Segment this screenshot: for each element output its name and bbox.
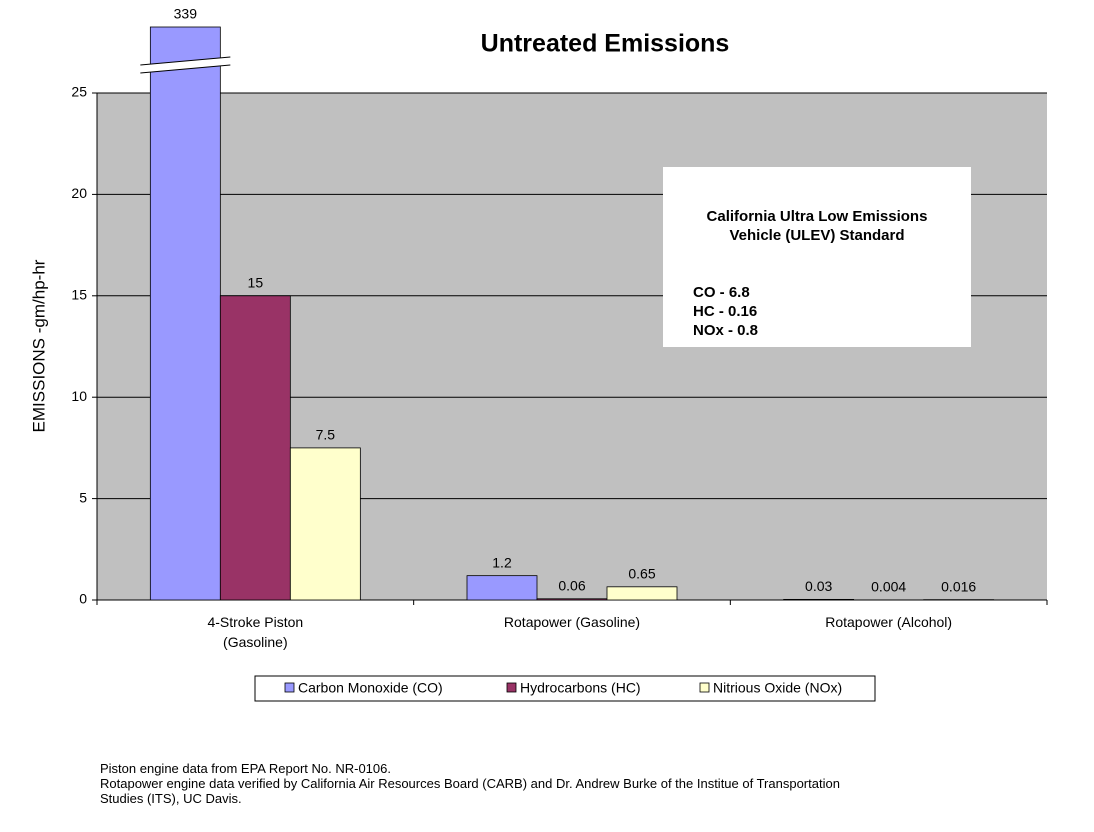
annotation-line: NOx - 0.8 (693, 322, 759, 339)
bar (606, 586, 678, 601)
axis-break-line (140, 64, 231, 74)
data-label: 15 (248, 275, 264, 291)
legend-label: Hydrocarbons (HC) (520, 680, 641, 696)
chart-title: Untreated Emissions (481, 30, 730, 58)
legend-swatch (506, 682, 517, 693)
legend-swatch (699, 682, 710, 693)
x-tick-label: 4-Stroke Piston (Gasoline) (207, 614, 304, 650)
y-axis-label: EMISSIONS -gm/hp-hr (29, 259, 48, 432)
footnote: Piston engine data from EPA Report No. N… (100, 761, 391, 776)
annotation-line: CO - 6.8 (693, 284, 750, 301)
bar (219, 295, 291, 601)
y-tick-label: 15 (71, 287, 87, 303)
annotation-line: HC - 0.16 (693, 303, 758, 320)
bar (466, 575, 538, 601)
data-label: 0.004 (871, 579, 906, 595)
x-tick-label: Rotapower (Gasoline) (503, 614, 641, 630)
axis-break (140, 57, 231, 73)
x-tick-label: Rotapower (Alcohol) (825, 614, 953, 630)
data-label: 339 (174, 6, 198, 22)
footnote: Rotapower engine data verified by Califo… (100, 776, 840, 806)
y-tick-label: 10 (71, 388, 87, 404)
annotation-lines: CO - 6.8 HC - 0.16 NOx - 0.8 (693, 283, 971, 340)
y-tick-label: 0 (79, 591, 87, 607)
data-label: 0.65 (628, 566, 655, 582)
y-tick-label: 20 (71, 185, 87, 201)
bar (536, 598, 608, 601)
axis-break-line (140, 56, 231, 66)
legend-label: Nitrious Oxide (NOx) (713, 680, 842, 696)
data-label: 1.2 (492, 554, 512, 570)
data-label: 7.5 (316, 427, 336, 443)
footnotes: Piston engine data from EPA Report No. N… (100, 761, 1000, 806)
data-label: 0.03 (805, 578, 832, 594)
y-tick-label: 25 (71, 84, 87, 100)
bar (783, 598, 855, 601)
annotation-box: California Ultra Low Emissions Vehicle (… (663, 167, 971, 347)
bar (289, 447, 361, 601)
bar (149, 26, 221, 601)
y-tick-label: 5 (79, 489, 87, 505)
legend-label: Carbon Monoxide (CO) (298, 680, 443, 696)
data-label: 0.06 (558, 577, 585, 593)
data-label: 0.016 (941, 578, 976, 594)
legend-swatch (284, 682, 295, 693)
annotation-title: California Ultra Low Emissions Vehicle (… (706, 208, 928, 244)
legend (254, 675, 876, 702)
